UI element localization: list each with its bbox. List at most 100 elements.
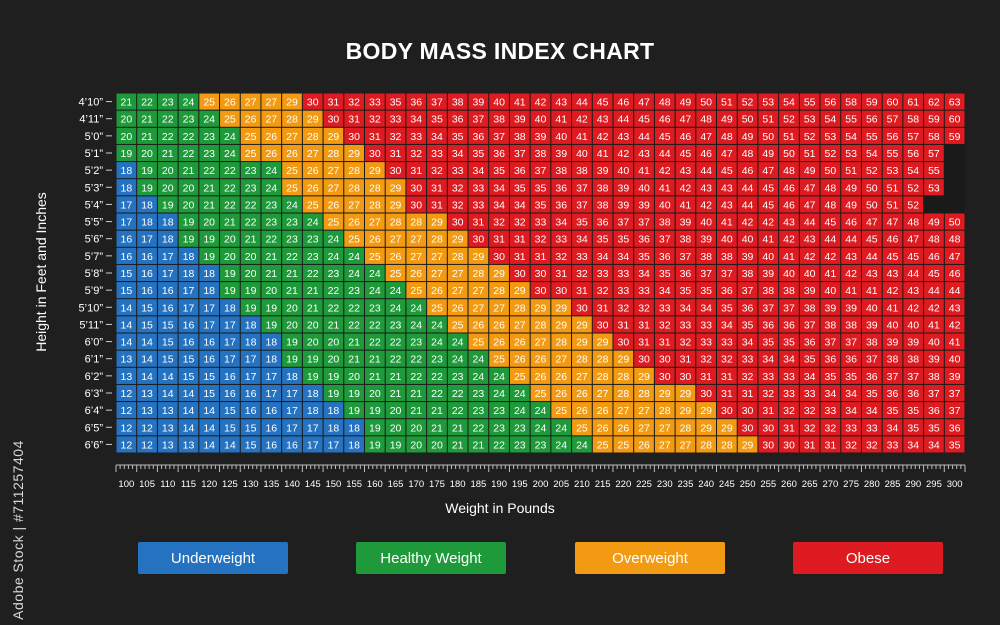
bmi-value: 30 [535,285,547,297]
bmi-value: 53 [845,148,857,160]
bmi-cell [178,127,199,144]
bmi-value: 33 [617,268,629,280]
bmi-cell [137,144,157,162]
bmi-value: 19 [307,371,319,383]
bmi-value: 53 [804,114,816,126]
bmi-cell [509,93,530,110]
bmi-value: 41 [949,337,961,349]
bmi-value: 29 [328,131,340,143]
bmi-value: 38 [907,354,919,366]
bmi-cell [468,110,489,127]
bmi-value: 34 [742,337,754,349]
bmi-cell [613,127,634,144]
bmi-value: 14 [121,302,133,314]
bmi-value: 16 [224,388,236,400]
bmi-value: 15 [224,422,236,434]
bmi-value: 41 [866,285,878,297]
bmi-value: 32 [742,371,754,383]
x-tick-label: 250 [740,479,756,490]
bmi-value: 22 [203,165,215,177]
bmi-value: 25 [514,371,526,383]
bmi-value: 24 [348,268,360,280]
bmi-value: 17 [162,251,174,263]
bmi-cell [654,144,675,162]
bmi-value: 19 [183,217,195,229]
bmi-value: 38 [576,165,588,177]
bmi-cell [468,127,489,144]
bmi-value: 38 [514,131,526,143]
bmi-cell [779,179,799,196]
bmi-value: 20 [183,182,195,194]
bmi-cell [758,196,779,213]
bmi-value: 19 [348,405,360,417]
bmi-value: 38 [866,337,878,349]
bmi-cell [427,162,447,179]
bmi-value: 15 [203,371,215,383]
bmi-value: 24 [576,439,588,451]
bmi-value: 16 [265,439,277,451]
bmi-value: 23 [473,388,485,400]
bmi-value: 53 [762,97,774,109]
x-tick-label: 230 [657,479,673,490]
bmi-value: 63 [949,97,961,109]
bmi-cell [385,127,406,144]
bmi-value: 37 [576,182,588,194]
bmi-value: 22 [162,114,174,126]
bmi-cell [344,144,364,162]
bmi-cell [944,93,965,110]
bmi-value: 46 [887,234,899,246]
bmi-cell [261,162,282,179]
bmi-value: 40 [700,217,712,229]
bmi-value: 18 [328,405,340,417]
bmi-value: 24 [431,319,443,331]
bmi-value: 23 [328,268,340,280]
bmi-value: 22 [348,302,360,314]
bmi-value: 31 [410,165,422,177]
bmi-value: 28 [390,217,402,229]
x-tick-label: 260 [781,479,797,490]
bmi-value: 35 [825,371,837,383]
legend-overweight: Overweight [575,542,725,574]
bmi-value: 39 [928,354,940,366]
bmi-value: 40 [762,251,774,263]
bmi-value: 20 [183,199,195,211]
bmi-cell [364,179,385,196]
bmi-value: 34 [804,371,816,383]
bmi-value: 20 [307,319,319,331]
bmi-value: 24 [473,371,485,383]
bmi-cell [799,127,820,144]
bmi-value: 29 [742,439,754,451]
bmi-cell [447,179,468,196]
bmi-cell [903,144,924,162]
bmi-value: 38 [928,371,940,383]
bmi-cell [530,127,551,144]
bmi-value: 16 [265,405,277,417]
bmi-cell [489,162,509,179]
bmi-value: 17 [224,354,236,366]
bmi-value: 31 [700,371,712,383]
bmi-value: 17 [183,285,195,297]
bmi-value: 33 [390,114,402,126]
bmi-cell [302,196,323,213]
bmi-value: 27 [638,422,650,434]
bmi-value: 16 [162,285,174,297]
bmi-value: 44 [928,285,940,297]
bmi-value: 42 [617,148,629,160]
bmi-cell [613,110,634,127]
bmi-value: 51 [804,148,816,160]
bmi-value: 33 [762,371,774,383]
bmi-cell [696,93,717,110]
bmi-cell [468,196,489,213]
bmi-value: 55 [928,165,940,177]
bmi-value: 51 [783,131,795,143]
bmi-cell [737,127,758,144]
bmi-cell [551,196,572,213]
bmi-value: 41 [576,131,588,143]
bmi-value: 22 [452,388,464,400]
bmi-cell [447,93,468,110]
bmi-value: 53 [825,131,837,143]
bmi-value: 21 [348,337,360,349]
bmi-value: 20 [245,268,257,280]
bmi-value: 24 [224,131,236,143]
y-tick-label: 4’11” [79,114,103,126]
